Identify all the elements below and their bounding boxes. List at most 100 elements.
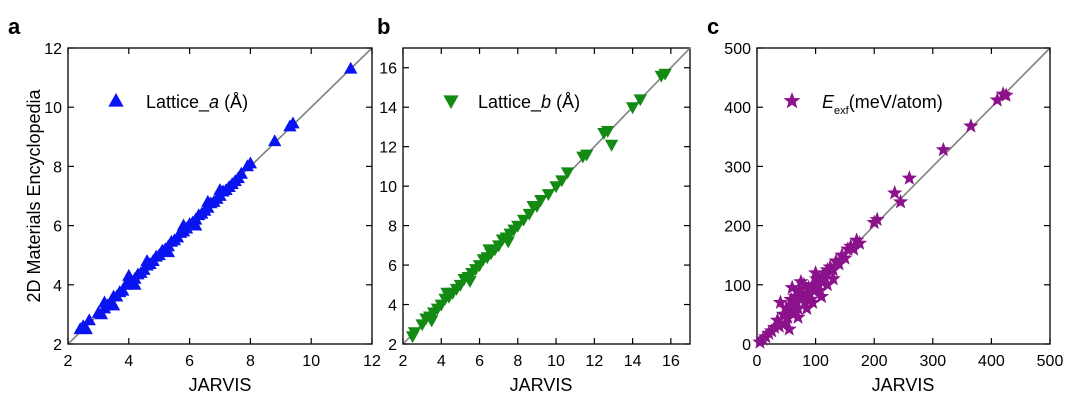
panel-letter-b: b	[377, 14, 390, 39]
data-point	[799, 300, 815, 315]
data-point	[831, 256, 847, 271]
data-point	[807, 264, 824, 280]
data-point	[463, 275, 477, 288]
data-point	[201, 194, 215, 207]
data-point	[625, 102, 640, 115]
data-point	[812, 282, 828, 298]
data-point	[106, 298, 121, 311]
svg-text:Lattice_a (Å): Lattice_a (Å)	[146, 92, 248, 113]
data-point	[501, 236, 515, 249]
x-tick-label: 200	[861, 353, 888, 370]
data-point	[176, 218, 191, 231]
data-point	[407, 327, 422, 340]
data-point	[783, 291, 799, 307]
data-point	[901, 170, 917, 185]
data-point	[790, 309, 806, 324]
data-point	[633, 94, 647, 107]
y-tick-label: 6	[53, 219, 62, 236]
y-tick-label: 300	[724, 159, 751, 176]
data-point	[802, 285, 818, 301]
data-point	[526, 200, 540, 213]
svg-text:Eexf(meV/atom): Eexf(meV/atom)	[822, 92, 943, 117]
data-point	[560, 167, 575, 180]
data-point	[805, 294, 821, 310]
data-point	[935, 141, 951, 157]
data-point	[601, 125, 615, 138]
x-axis-title-c: JARVIS	[872, 375, 935, 395]
data-point	[822, 259, 838, 274]
x-tick-label: 8	[513, 353, 522, 370]
plot-frame	[756, 47, 1051, 345]
data-point	[825, 262, 841, 277]
x-tick-label: 10	[547, 353, 565, 370]
y-tick-label: 2	[53, 337, 62, 354]
data-point	[790, 300, 806, 315]
x-tick-label: 6	[185, 353, 194, 370]
panel-letter-c: c	[707, 14, 719, 39]
y-tick-label: 200	[724, 219, 751, 236]
data-point	[828, 253, 844, 268]
data-point	[779, 309, 796, 324]
data-point	[781, 321, 797, 336]
legend-marker	[783, 92, 801, 109]
legend-c-subscript: exf	[834, 105, 850, 117]
data-point	[989, 92, 1005, 107]
data-point	[516, 214, 531, 227]
panel-c: c JARVIS 0 100 200 300 400 500 0 100 200 300 400 50…	[707, 14, 1063, 395]
data-point	[815, 267, 831, 283]
y-tick-label: 14	[379, 100, 397, 117]
data-point	[772, 294, 789, 310]
legend-a: Lattice_a (Å)	[108, 92, 248, 113]
data-point	[243, 156, 258, 169]
y-tick-label: 100	[724, 278, 751, 295]
data-point	[834, 247, 850, 262]
data-point	[286, 116, 300, 129]
data-point	[777, 315, 793, 330]
plot-frame	[402, 47, 691, 345]
x-tick-label: 4	[124, 353, 133, 370]
y-tick-label: 400	[724, 100, 751, 117]
data-point	[766, 319, 783, 334]
svg-text:Lattice_b (Å): Lattice_b (Å)	[478, 92, 580, 113]
y-tick-label: 12	[44, 41, 62, 58]
y-tick-label: 16	[379, 61, 397, 78]
x-tick-label: 8	[246, 353, 255, 370]
data-point	[555, 175, 569, 188]
legend-marker	[108, 93, 124, 107]
data-point	[541, 189, 556, 202]
data-point	[816, 270, 832, 286]
data-point	[79, 322, 93, 335]
x-tick-label: 2	[64, 353, 73, 370]
data-point	[843, 238, 859, 253]
data-point	[344, 61, 358, 74]
data-point	[837, 250, 853, 265]
y-tick-label: 10	[379, 179, 397, 196]
legend-a-var: a	[209, 92, 219, 112]
legend-b: Lattice_b (Å)	[443, 92, 580, 113]
x-axis-title-a: JARVIS	[189, 375, 252, 395]
x-tick-label: 12	[585, 353, 603, 370]
x-tick-label: 12	[363, 353, 381, 370]
data-point	[784, 297, 800, 312]
x-tick-label: 14	[624, 353, 642, 370]
y-tick-label: 8	[388, 219, 397, 236]
y-tick-label: 6	[388, 258, 397, 275]
data-point	[892, 193, 909, 209]
x-tick-label: 16	[662, 353, 680, 370]
legend-b-var: b	[541, 92, 551, 112]
y-axis-title: 2D Materials Encyclopedia	[24, 88, 44, 302]
data-point	[887, 185, 903, 200]
data-point	[440, 287, 454, 300]
data-point	[846, 241, 862, 256]
data-point	[511, 220, 525, 233]
data-point	[82, 313, 96, 326]
y-tick-label: 0	[742, 337, 751, 354]
data-point	[869, 211, 885, 227]
x-tick-label: 4	[437, 353, 446, 370]
x-tick-label: 6	[475, 353, 484, 370]
data-point	[213, 183, 227, 195]
x-axis-title-b: JARVIS	[510, 375, 573, 395]
y-tick-label: 4	[53, 278, 62, 295]
data-point	[189, 218, 203, 231]
data-point	[122, 268, 136, 281]
